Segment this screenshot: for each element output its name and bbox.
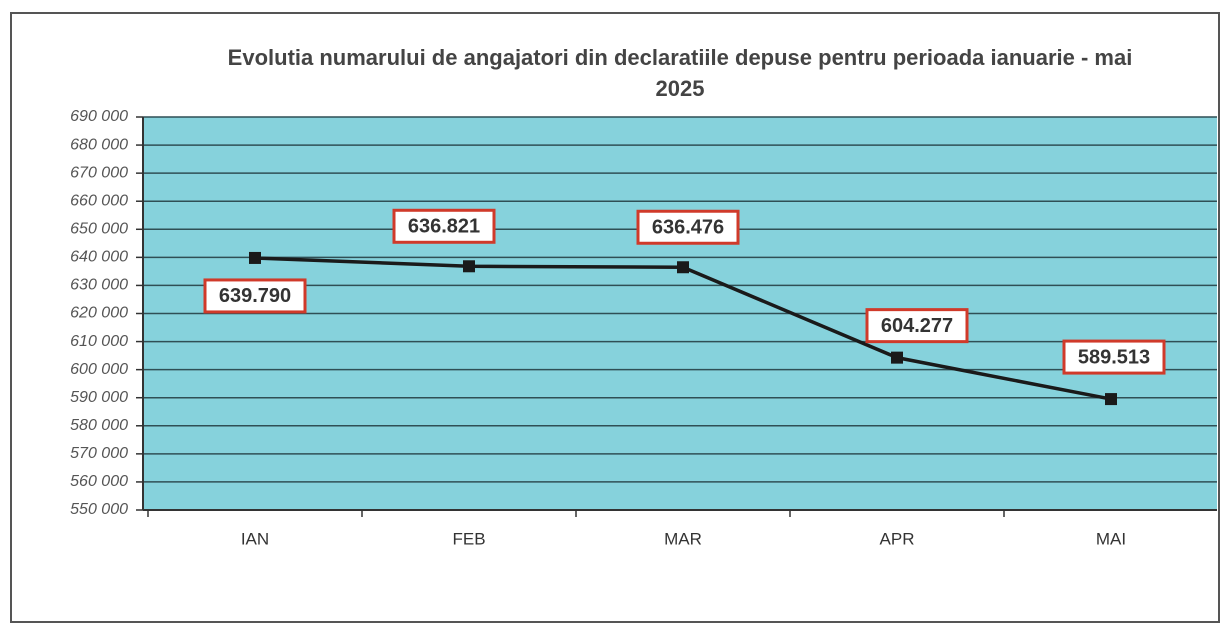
x-tick-label: IAN — [241, 529, 269, 548]
y-tick-label: 640 000 — [70, 249, 128, 266]
value-label: 636.476 — [652, 217, 724, 239]
x-tick-label: FEB — [452, 529, 485, 548]
y-tick-label: 590 000 — [70, 389, 128, 406]
y-tick-label: 680 000 — [70, 136, 128, 153]
y-tick-label: 610 000 — [70, 333, 128, 350]
x-tick-label: APR — [880, 529, 915, 548]
value-label: 636.821 — [408, 216, 480, 238]
y-tick-label: 670 000 — [70, 164, 128, 181]
value-label-box — [636, 209, 740, 245]
value-label: 604.277 — [881, 315, 953, 337]
y-tick-label: 690 000 — [70, 108, 128, 125]
value-label-box — [865, 308, 969, 344]
value-label: 639.790 — [219, 285, 291, 307]
value-label-box — [392, 208, 496, 244]
y-tick-label: 620 000 — [70, 305, 128, 322]
value-label-box — [203, 278, 307, 314]
marker — [463, 260, 475, 273]
marker — [677, 261, 689, 274]
y-tick-label: 630 000 — [70, 277, 128, 294]
chart-title: Evolutia numarului de angajatori din dec… — [227, 45, 1133, 101]
x-tick-label: MAI — [1096, 529, 1126, 548]
value-label-box — [1062, 339, 1166, 375]
y-tick-label: 580 000 — [70, 417, 128, 434]
marker — [1105, 393, 1117, 406]
y-tick-label: 650 000 — [70, 221, 128, 238]
marker — [891, 351, 903, 364]
chart-frame — [10, 12, 1220, 623]
y-tick-label: 560 000 — [70, 473, 128, 490]
y-tick-label: 600 000 — [70, 361, 128, 378]
y-tick-label: 570 000 — [70, 445, 128, 462]
marker — [249, 251, 261, 264]
x-tick-label: MAR — [664, 529, 702, 548]
y-tick-label: 550 000 — [70, 501, 128, 518]
y-tick-label: 660 000 — [70, 192, 128, 209]
value-label: 589.513 — [1078, 346, 1150, 368]
